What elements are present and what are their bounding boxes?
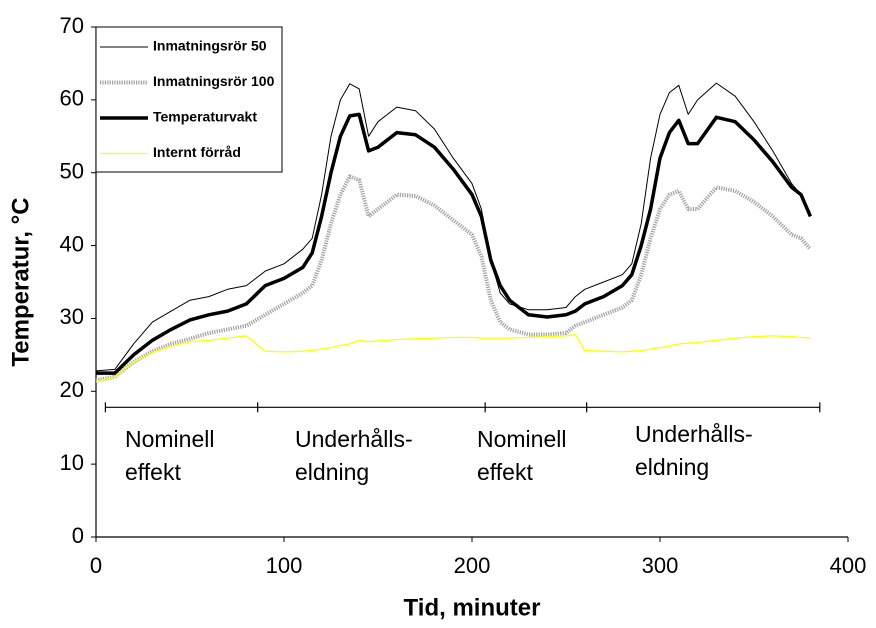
phase-label: Underhålls-: [635, 421, 753, 447]
x-tick-label: 400: [830, 553, 867, 578]
y-tick-label: 50: [60, 159, 84, 184]
legend-box: [95, 26, 283, 173]
phase-label: Nominell: [125, 426, 214, 452]
legend-label: Internt förråd: [153, 144, 241, 160]
x-tick-label: 300: [642, 553, 679, 578]
legend-label: Temperaturvakt: [153, 109, 257, 125]
series-line: [95, 82, 811, 372]
phase-label: eldning: [635, 454, 709, 480]
y-tick-label: 0: [72, 523, 84, 548]
series-line: [95, 174, 812, 383]
x-axis-label: Tid, minuter: [404, 594, 541, 621]
series-line: [95, 333, 811, 383]
phase-label: effekt: [477, 459, 533, 485]
y-tick-label: 20: [60, 377, 84, 402]
y-tick-label: 70: [60, 13, 84, 38]
x-tick-label: 200: [454, 553, 491, 578]
y-tick-label: 10: [60, 450, 84, 475]
x-tick-label: 0: [90, 553, 102, 578]
series-line: [96, 112, 813, 375]
y-tick-label: 30: [60, 304, 84, 329]
phase-label: Nominell: [477, 426, 566, 452]
legend-label: Inmatningsrör 100: [153, 73, 275, 89]
x-tick-label: 100: [266, 553, 303, 578]
phase-label: eldning: [295, 459, 369, 485]
phase-label: effekt: [125, 459, 181, 485]
y-tick-label: 60: [60, 86, 84, 111]
legend: Inmatningsrör 50 Inmatningsrör 100 Tempera…: [95, 26, 283, 173]
phase-label: Underhålls-: [295, 426, 413, 452]
y-tick-label: 40: [60, 231, 84, 256]
legend-label: Inmatningsrör 50: [153, 38, 267, 54]
y-axis-label: Temperatur, °C: [7, 197, 34, 366]
